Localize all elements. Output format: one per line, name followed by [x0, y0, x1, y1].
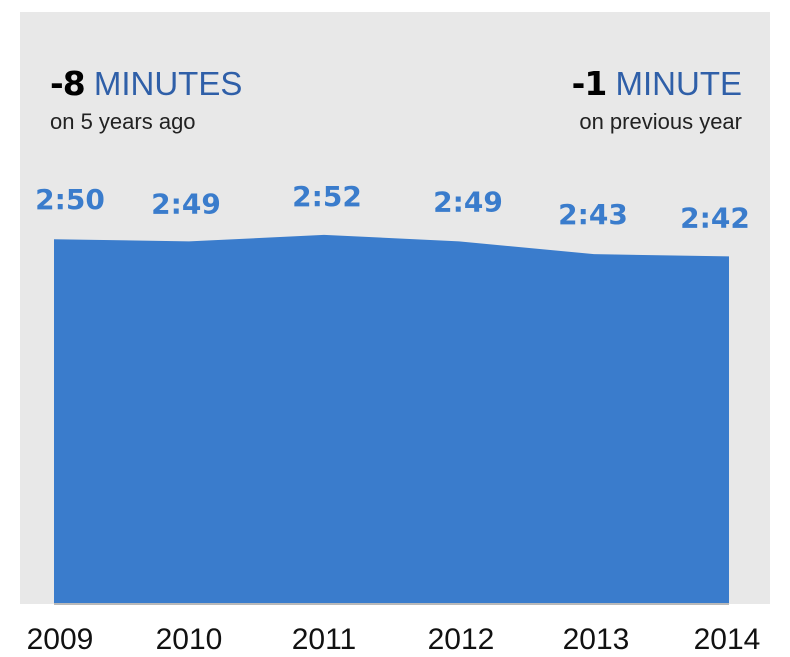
x-tick-2010: 2010: [156, 623, 223, 656]
x-axis-ticks: 2009 2010 2011 2012 2013 2014: [27, 623, 761, 656]
x-tick-2013: 2013: [563, 623, 630, 656]
data-label-2010: 2:49: [151, 187, 221, 220]
data-label-2011: 2:52: [292, 180, 362, 213]
data-label-2012: 2:49: [433, 185, 503, 218]
x-tick-2014: 2014: [694, 623, 761, 656]
x-tick-2011: 2011: [292, 623, 357, 656]
stat-five-year-change: -8 MINUTES on 5 years ago: [50, 64, 242, 136]
stat-five-year-headline: -8 MINUTES: [50, 64, 242, 104]
data-label-2014: 2:42: [680, 201, 750, 234]
x-tick-2012: 2012: [428, 623, 495, 656]
stat-five-year-value: -8: [50, 64, 86, 103]
area-layer: [54, 234, 729, 605]
stat-five-year-caption: on 5 years ago: [50, 109, 196, 134]
area-series: [54, 234, 729, 604]
stat-previous-year-value: -1: [571, 64, 608, 103]
stat-previous-year-caption: on previous year: [579, 109, 742, 134]
data-labels: 2:50 2:49 2:52 2:49 2:43 2:42: [35, 180, 750, 234]
stat-five-year-unit: MINUTES: [93, 65, 243, 102]
stat-previous-year-headline: -1 MINUTE: [572, 64, 742, 104]
x-tick-2009: 2009: [27, 623, 94, 656]
data-label-2009: 2:50: [35, 183, 105, 216]
stat-previous-year-unit: MINUTE: [615, 65, 743, 102]
data-label-2013: 2:43: [558, 198, 628, 231]
stat-previous-year-change: -1 MINUTE on previous year: [572, 64, 742, 136]
